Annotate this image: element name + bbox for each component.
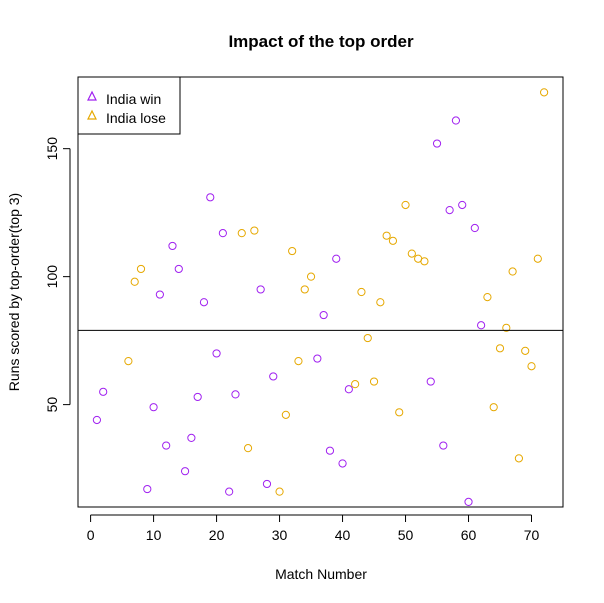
data-point [300,285,309,294]
data-point [225,487,234,496]
data-point [445,206,454,215]
data-point [502,323,511,332]
data-point [332,254,341,263]
data-point [269,372,278,381]
data-point [187,433,196,442]
data-point [256,285,265,294]
y-tick-label: 150 [44,137,60,161]
data-point [363,333,372,343]
data-point [136,264,146,274]
data-point [376,298,385,307]
x-tick-label: 0 [87,527,95,543]
data-point [275,487,284,496]
data-point [401,200,410,210]
data-point [426,377,435,386]
data-point [369,377,379,386]
data-point [470,223,479,233]
data-point [281,410,290,419]
data-point [464,497,473,506]
x-tick-label: 70 [524,527,540,543]
data-point [533,254,542,263]
data-point [527,362,536,371]
data-point [174,264,183,274]
x-tick-label: 20 [209,527,225,543]
data-point [206,193,215,202]
x-tick-label: 60 [461,527,477,543]
data-point [432,139,442,148]
data-point [149,403,158,412]
plot-frame [77,76,564,508]
data-point [143,484,152,494]
data-point [231,390,240,399]
data-point [357,287,366,297]
points-layer [92,88,549,506]
data-point [288,246,297,256]
data-point [294,357,303,366]
data-point [155,290,164,299]
data-point [395,408,404,417]
data-point [514,454,524,463]
data-point [351,380,360,389]
data-point [130,277,139,286]
data-point [319,310,328,320]
data-point [325,446,335,455]
data-point [193,392,202,402]
data-point [439,441,448,450]
data-point [262,479,272,489]
data-point [483,293,492,302]
data-point [477,321,486,330]
data-point [237,229,246,238]
data-point [388,236,398,245]
legend-win-marker [87,90,97,101]
y-axis-label: Runs scored by top-order(top 3) [6,193,22,391]
data-point [99,387,108,396]
chart-title: Impact of the top order [228,32,414,51]
data-point [92,415,102,425]
data-point [521,346,530,355]
x-axis: 0 10 20 30 40 50 60 70 [87,514,540,543]
data-point [508,267,517,276]
data-point [168,241,177,251]
x-tick-label: 10 [146,527,162,543]
data-point [407,249,416,258]
x-tick-label: 50 [398,527,414,543]
data-point [451,116,461,125]
data-point [199,298,209,307]
data-point [243,444,253,453]
data-point [420,257,429,266]
data-point [162,441,171,450]
data-point [495,344,505,353]
data-point [313,354,322,363]
data-point [489,403,498,412]
data-point [382,231,391,240]
y-tick-label: 100 [44,265,60,289]
x-axis-label: Match Number [275,566,367,582]
legend-lose-marker [87,109,97,120]
legend: India win India lose [77,76,181,135]
x-tick-label: 40 [335,527,351,543]
data-point [306,272,316,281]
data-point [540,88,549,97]
y-tick-label: 50 [44,397,60,413]
data-point [338,459,347,468]
data-point [344,385,353,394]
data-point [124,357,133,366]
y-axis: 50 100 150 [44,137,71,413]
data-point [458,200,467,210]
data-point [250,226,259,235]
x-tick-label: 30 [272,527,288,543]
legend-lose-label: India lose [106,110,166,126]
data-point [212,349,221,358]
data-point [180,467,190,476]
data-point [218,229,227,238]
legend-box [77,76,181,135]
legend-win-label: India win [106,91,161,107]
